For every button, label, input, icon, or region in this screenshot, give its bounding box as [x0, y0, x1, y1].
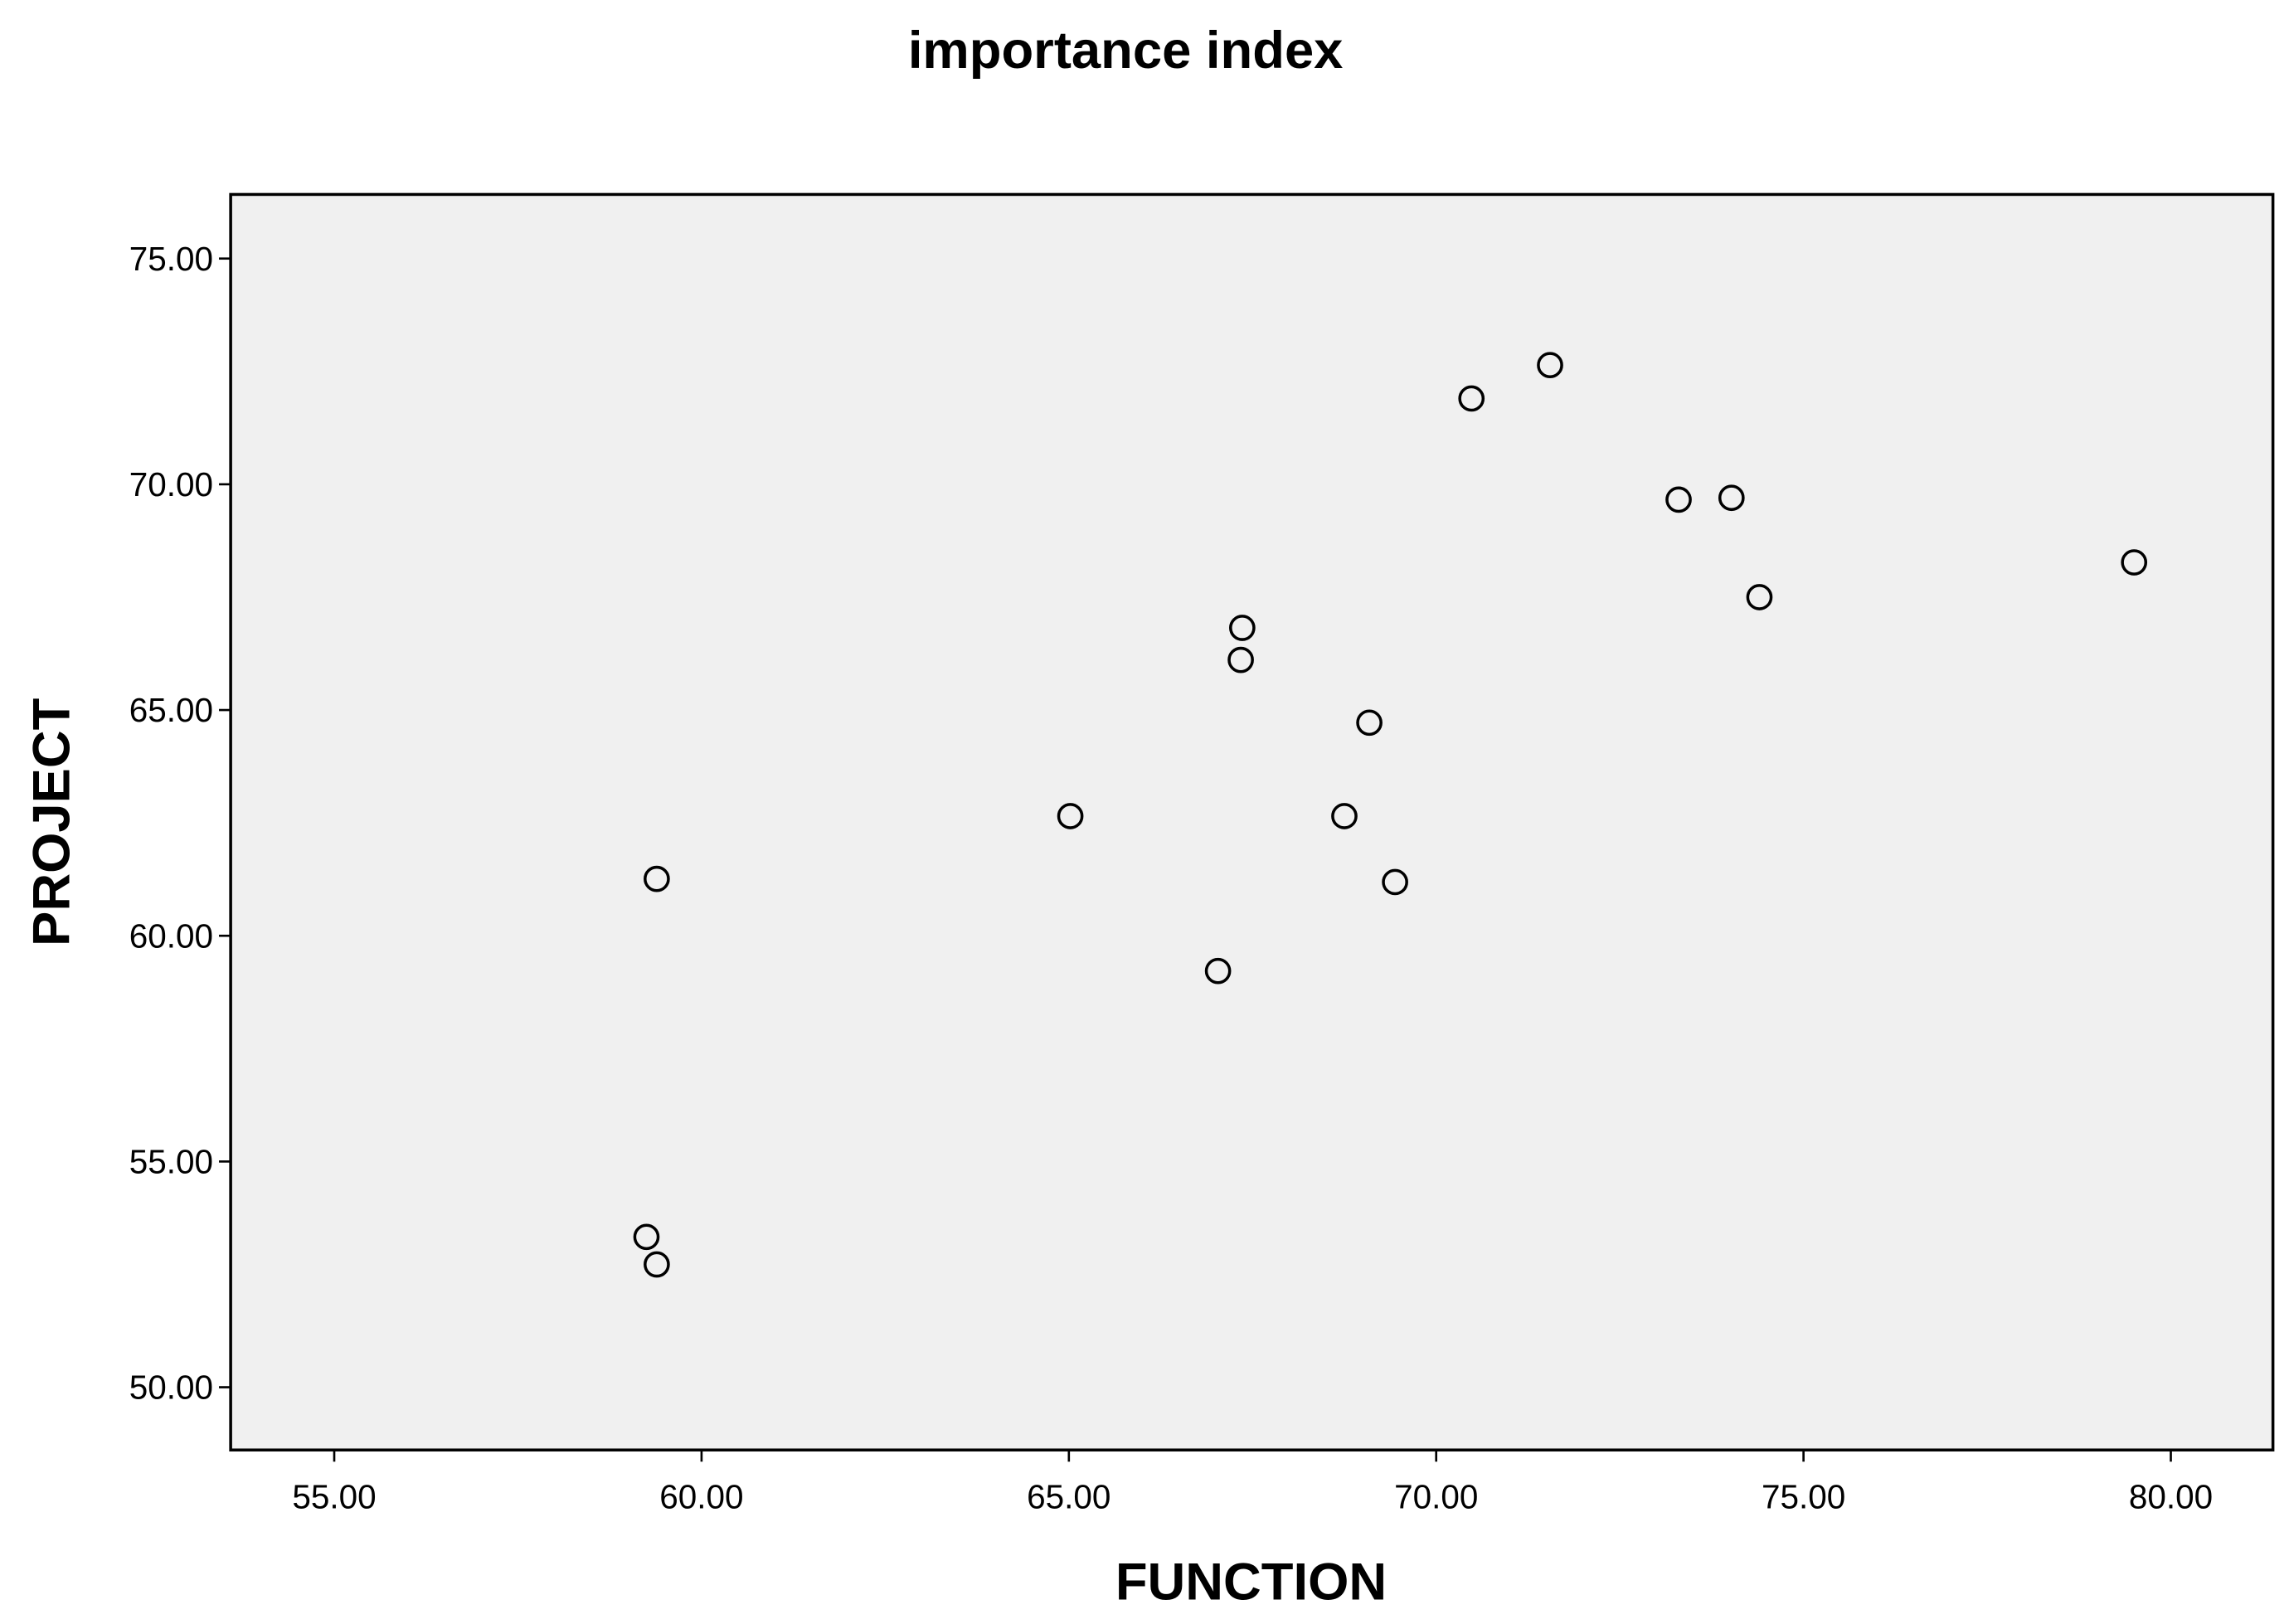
point [1356, 709, 1383, 737]
point [644, 865, 670, 892]
point [633, 1223, 660, 1251]
y-tick-label: 70.00 [129, 465, 213, 503]
point [2121, 549, 2148, 576]
chart-title: importance index [908, 22, 1344, 80]
x-tick-label: 60.00 [659, 1478, 743, 1516]
point [1229, 615, 1256, 641]
x-tick-label: 65.00 [1027, 1478, 1110, 1516]
point [1665, 486, 1692, 513]
plot-area [229, 192, 2275, 1451]
y-axis-label: PROJECT [23, 698, 81, 946]
point [1227, 646, 1254, 673]
y-tick-label: 55.00 [129, 1143, 213, 1181]
y-tick-label: 75.00 [129, 240, 213, 278]
point [1458, 385, 1485, 412]
x-tick-label: 80.00 [2129, 1478, 2213, 1516]
x-tick-label: 75.00 [1762, 1478, 1845, 1516]
x-axis-label: FUNCTION [1115, 1553, 1387, 1612]
point [1204, 957, 1232, 985]
y-tick-label: 50.00 [129, 1369, 213, 1407]
point [644, 1251, 670, 1278]
y-tick-label: 60.00 [129, 917, 213, 955]
y-tick-label: 65.00 [129, 691, 213, 729]
point [1331, 803, 1358, 829]
point [1718, 484, 1745, 512]
point [1382, 868, 1408, 896]
x-tick-label: 70.00 [1394, 1478, 1478, 1516]
x-tick-label: 55.00 [292, 1478, 376, 1516]
point [1746, 584, 1773, 610]
point [1057, 803, 1084, 829]
point [1537, 352, 1563, 379]
